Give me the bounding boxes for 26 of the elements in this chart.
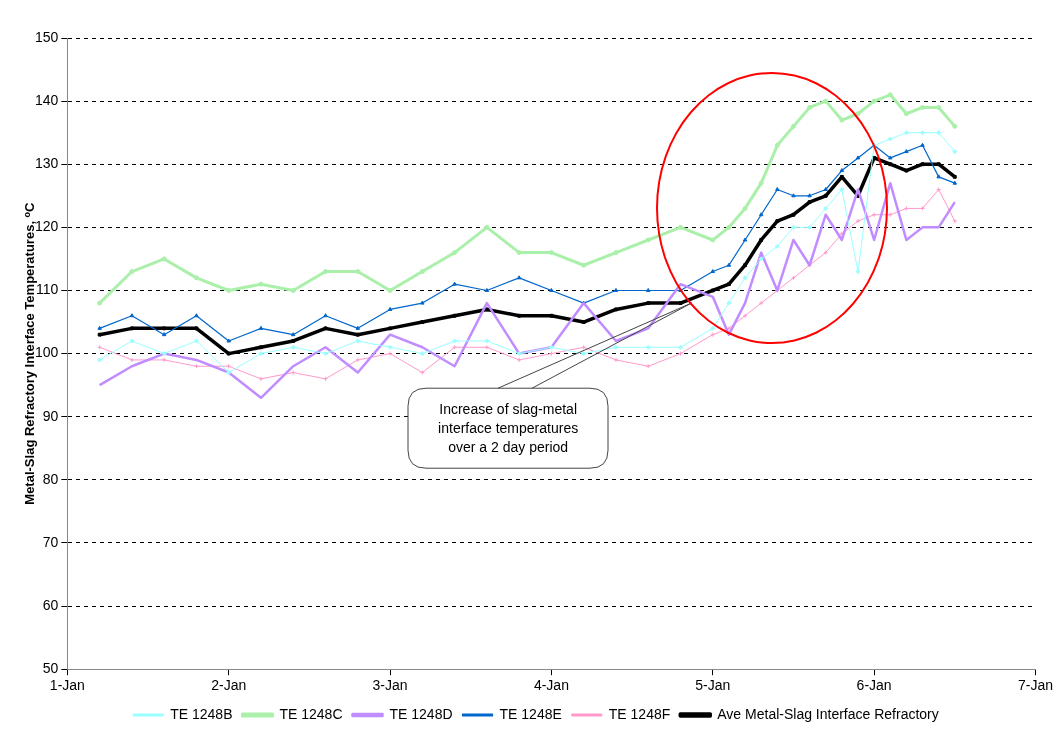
y-axis-title: Metal-Slag Refractory Interface Temperatures, oC (22, 201, 37, 505)
y-tick-label: 60 (42, 596, 59, 613)
y-tick-label: 50 (42, 660, 59, 677)
x-tick-label: 2-Jan (211, 677, 247, 694)
x-tick-label: 7-Jan (1017, 677, 1054, 694)
y-tick-label: 130 (35, 155, 59, 172)
y-tick-label: 80 (42, 470, 59, 487)
legend-label: TE 1248F (608, 705, 671, 722)
y-tick-label: 90 (42, 407, 59, 424)
legend-label: TE 1248E (499, 705, 562, 722)
x-tick-label: 4-Jan (533, 677, 569, 694)
y-tick-label: 100 (35, 344, 59, 361)
y-tick-label: 140 (35, 91, 59, 108)
x-tick-label: 5-Jan (695, 677, 731, 694)
annotation: Increase of slag-metal interface temperatures over a 2 day period (437, 399, 580, 457)
y-tick-label: 110 (36, 281, 59, 298)
y-tick-label: 120 (35, 218, 59, 235)
legend-label: TE 1248B (170, 705, 233, 722)
legend-label: Ave Metal-Slag Interface Refractory (717, 705, 939, 722)
y-tick-label: 150 (35, 28, 59, 45)
legend-label: TE 1248D (389, 705, 453, 722)
y-tick-label: 70 (42, 533, 59, 550)
x-tick-label: 6-Jan (856, 677, 892, 694)
x-tick-label: 1-Jan (49, 677, 85, 694)
legend-label: TE 1248C (279, 705, 343, 722)
x-tick-label: 3-Jan (372, 677, 408, 694)
